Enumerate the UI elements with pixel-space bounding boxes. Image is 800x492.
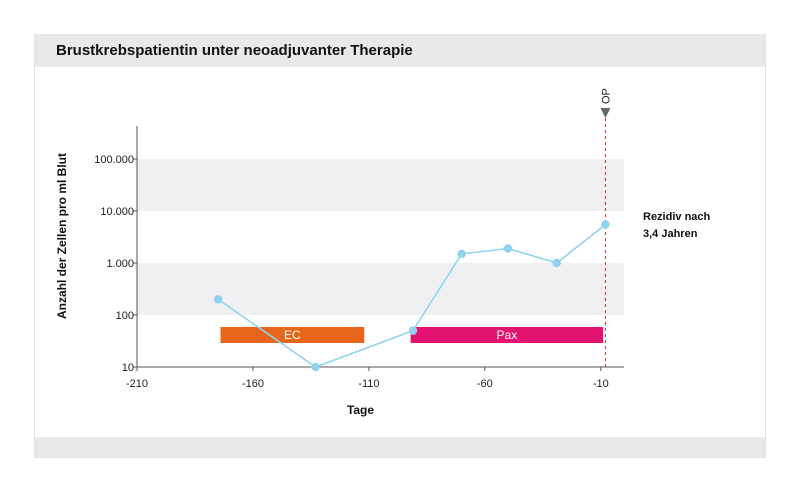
therapy-bar-pax	[410, 327, 604, 343]
y-axis-title: Anzahl der Zellen pro ml Blut	[55, 153, 69, 319]
y-tick-label: 10.000	[100, 206, 134, 218]
chart-header: Brustkrebspatientin unter neoadjuvanter …	[35, 35, 765, 67]
data-point	[503, 244, 513, 253]
y-tick-label: 1.000	[106, 258, 134, 270]
data-point	[408, 326, 418, 335]
data-series	[213, 220, 610, 372]
x-tick-label: -10	[593, 378, 609, 390]
y-ticks: 10 100 1.000 10.000 100.000	[94, 154, 137, 374]
op-marker-label: OP	[600, 88, 612, 104]
therapy-bars: EC Pax	[220, 327, 604, 343]
x-tick-label: -210	[126, 378, 148, 390]
data-point	[311, 362, 320, 372]
chart-panel: Brustkrebspatientin unter neoadjuvanter …	[34, 34, 766, 458]
data-point	[457, 249, 466, 259]
annotation-line-1: Rezidiv nach	[643, 211, 711, 223]
chart-footer	[35, 437, 765, 457]
x-tick-label: -160	[242, 378, 264, 390]
annotation-line-2: 3,4 Jahren	[643, 228, 698, 240]
data-point	[213, 295, 223, 304]
y-bands	[137, 159, 624, 315]
therapy-bar-label-pax: Pax	[497, 328, 518, 342]
y-band-0	[137, 263, 624, 315]
chart-title: Brustkrebspatientin unter neoadjuvanter …	[56, 42, 413, 59]
y-tick-label: 10	[122, 362, 134, 374]
x-tick-label: -110	[358, 378, 379, 390]
y-tick-label: 100	[116, 310, 134, 322]
data-point	[552, 258, 561, 268]
therapy-bar-label-ec: EC	[284, 328, 301, 342]
op-marker-arrow-icon	[600, 108, 611, 118]
therapy-bar-ec	[220, 327, 365, 343]
x-tick-label: -60	[477, 378, 493, 390]
x-ticks: -210 -160 -110 -60 -10	[126, 367, 609, 390]
x-axis-title: Tage	[347, 403, 374, 417]
y-tick-label: 100.000	[94, 154, 134, 166]
data-point	[601, 220, 610, 229]
y-band-1	[137, 159, 624, 211]
